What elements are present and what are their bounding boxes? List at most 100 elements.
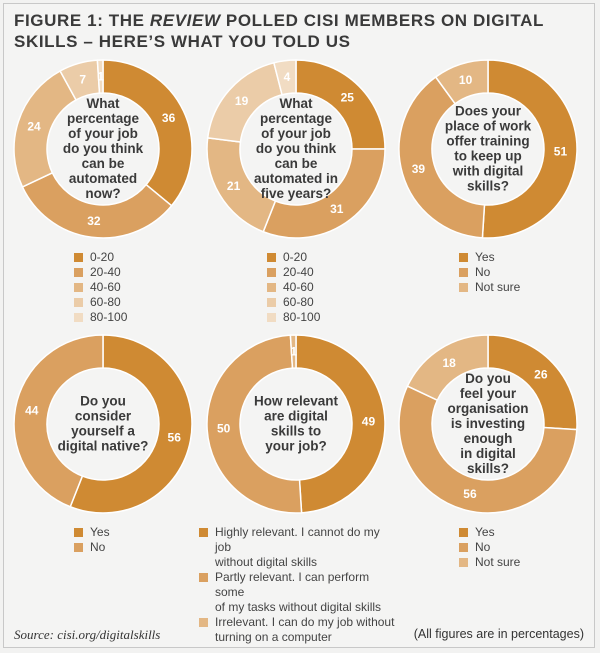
legend-label: Not sure [475, 555, 521, 569]
slice-value-label: 21 [227, 179, 241, 193]
question-line: enough [464, 431, 513, 446]
question-line: What [280, 96, 313, 111]
source-note: Source: cisi.org/digitalskills [14, 627, 161, 642]
legend-swatch [74, 313, 83, 322]
question-line: automated [69, 171, 137, 186]
question-line: organisation [447, 401, 528, 416]
donut-automated-five-years: 25 31 21 19 4 What percentage of your job do you… [205, 58, 395, 325]
slice-not-sure [434, 59, 489, 105]
legend-swatch [459, 253, 468, 262]
legend-swatch [267, 283, 276, 292]
legend-label: 40-60 [90, 280, 121, 294]
legend-label: 20-40 [283, 265, 314, 279]
slice-value-label: 26 [534, 367, 548, 381]
legend-swatch [459, 528, 468, 537]
slice-value-label: 19 [235, 94, 249, 108]
legend-label: Yes [90, 525, 110, 539]
slice-value-label: 39 [412, 162, 426, 176]
legend-label: Yes [475, 525, 495, 539]
legend-item: Not sure [459, 555, 587, 570]
legend: Highly relevant. I cannot do my job witho… [199, 525, 395, 645]
question-line: Do you [465, 371, 511, 386]
legend-swatch [459, 558, 468, 567]
legend-label: Yes [475, 250, 495, 264]
legend-item: Highly relevant. I cannot do my job witho… [199, 525, 395, 570]
legend-item: 0-20 [74, 250, 202, 265]
legend-item: 40-60 [74, 280, 202, 295]
slice-value-label: 1 [97, 70, 104, 84]
slice-not-sure [406, 334, 489, 402]
slice-value-label: 1 [290, 345, 297, 359]
donut-organisation-investing: 26 56 18 Do you feel your organisation is inve… [397, 333, 587, 570]
legend-swatch [74, 543, 83, 552]
question-line: with digital [452, 164, 524, 179]
slice-value-label: 44 [25, 403, 39, 417]
legend-swatch [74, 283, 83, 292]
donut-training-offered: 51 39 10 Does your place of work offer traini… [397, 58, 587, 295]
legend-label: Not sure [475, 280, 521, 294]
legend-item: 40-60 [267, 280, 395, 295]
slice-yes [481, 59, 578, 239]
legend-label: 60-80 [283, 295, 314, 309]
slice-no [13, 334, 104, 508]
legend-item: 60-80 [74, 295, 202, 310]
legend-label: Irrelevant. I can do my job without turni… [215, 615, 395, 644]
slice-80-100 [272, 59, 297, 96]
question-line: yourself a [71, 424, 135, 439]
question-line: consider [75, 409, 132, 424]
legend-label: 0-20 [90, 250, 115, 264]
question-line: your job? [265, 439, 327, 454]
slice-no [398, 75, 486, 239]
slice-yes [69, 334, 193, 514]
legend-swatch [459, 268, 468, 277]
legend-label: 80-100 [283, 310, 321, 324]
slice-value-label: 4 [284, 70, 291, 84]
legend-item: 0-20 [267, 250, 395, 265]
legend-item: 60-80 [267, 295, 395, 310]
legend-item: No [459, 540, 587, 555]
slice-value-label: 10 [459, 73, 473, 87]
legend-swatch [459, 543, 468, 552]
legend-swatch [199, 528, 208, 537]
legend-item: No [74, 540, 202, 555]
question-line: can be [275, 156, 318, 171]
question-line: What [87, 96, 120, 111]
question-line: skills to [271, 424, 321, 439]
legend-swatch [267, 253, 276, 262]
legend-swatch [74, 253, 83, 262]
figure-title: FIGURE 1: THE REVIEW POLLED CISI MEMBERS… [14, 11, 544, 51]
legend-item: 20-40 [267, 265, 395, 280]
question-line: automated in [254, 171, 338, 186]
legend-item: No [459, 265, 587, 280]
legend-label: Highly relevant. I cannot do my job witho… [215, 525, 380, 569]
legend-label: Partly relevant. I can perform some of my… [215, 570, 382, 614]
question-line: offer training [446, 134, 529, 149]
legend-swatch [199, 573, 208, 582]
legend-swatch [74, 528, 83, 537]
slice-80-100 [96, 59, 104, 94]
slice-value-label: 25 [341, 91, 355, 105]
slice-value-label: 36 [162, 111, 176, 125]
legend-item: Partly relevant. I can perform some of my… [199, 570, 395, 615]
question-line: Do you [80, 394, 126, 409]
slice-0-20 [102, 59, 193, 207]
question-line: to keep up [454, 149, 522, 164]
legend-item: Yes [459, 250, 587, 265]
legend-label: 80-100 [90, 310, 128, 324]
question-line: Does your [455, 104, 522, 119]
slice-no [398, 385, 578, 514]
question-line: in digital [460, 446, 516, 461]
slice-highly-relevant-i-cannot [295, 334, 386, 514]
slice-value-label: 32 [87, 214, 101, 228]
legend-swatch [199, 618, 208, 627]
legend-swatch [267, 268, 276, 277]
slice-value-label: 49 [362, 415, 376, 429]
units-note: (All figures are in percentages) [413, 627, 584, 641]
legend-label: 20-40 [90, 265, 121, 279]
slice-40-60 [13, 69, 78, 188]
legend-label: No [475, 265, 491, 279]
legend-label: 40-60 [283, 280, 314, 294]
legend-label: No [475, 540, 491, 554]
